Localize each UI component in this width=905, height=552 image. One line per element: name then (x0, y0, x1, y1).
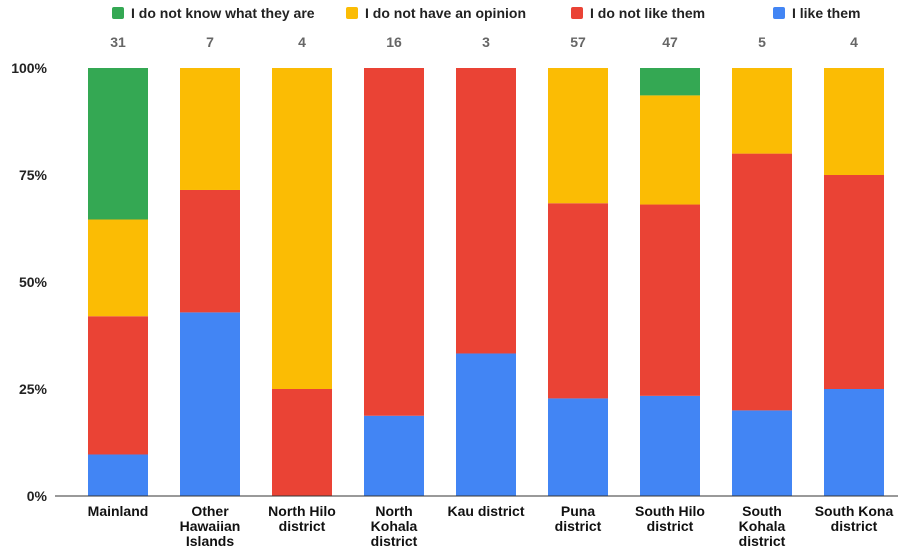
bars (88, 68, 884, 496)
legend-label: I do not know what they are (131, 5, 315, 21)
legend-label: I like them (792, 5, 860, 21)
x-tick-label: district (279, 518, 326, 534)
x-tick-label: Puna (561, 503, 595, 519)
x-tick-label: South Hilo (635, 503, 705, 519)
legend-swatch (346, 7, 358, 19)
x-tick-label: South (742, 503, 782, 519)
legend-label: I do not like them (590, 5, 705, 21)
bar-segment (456, 68, 516, 354)
y-tick-label: 25% (19, 381, 48, 397)
bar-segment (180, 189, 240, 313)
x-tick-label: Islands (186, 533, 234, 549)
x-tick-label: Other (191, 503, 229, 519)
bar-segment (364, 415, 424, 496)
bar-segment (88, 219, 148, 317)
count-label: 5 (758, 34, 766, 50)
bar-segment (548, 68, 608, 204)
x-tick-label: Kohala (739, 518, 786, 534)
bar-segment (88, 68, 148, 220)
bar-segment (548, 398, 608, 496)
count-label: 4 (850, 34, 858, 50)
bar-segment (824, 175, 884, 389)
y-tick-label: 50% (19, 274, 48, 290)
x-tick-label: Hawaiian (180, 518, 241, 534)
x-tick-label: Kau district (447, 503, 524, 519)
count-label: 4 (298, 34, 306, 50)
bar-segment (824, 68, 884, 175)
bar-segment (640, 204, 700, 396)
count-label: 31 (110, 34, 126, 50)
y-axis: 0% 25% 50% 75% 100% (11, 60, 47, 504)
count-label: 57 (570, 34, 586, 50)
bar-segment (732, 153, 792, 411)
x-tick-label: Mainland (88, 503, 149, 519)
bar-segment (272, 389, 332, 496)
bar-segment (640, 95, 700, 205)
bar-segment (640, 395, 700, 496)
bar-segment (548, 203, 608, 399)
bar-segment (732, 410, 792, 496)
x-tick-label: district (647, 518, 694, 534)
x-tick-label: South Kona (815, 503, 894, 519)
legend-swatch (571, 7, 583, 19)
bar-segment (640, 68, 700, 96)
count-label: 7 (206, 34, 214, 50)
legend-swatch (112, 7, 124, 19)
bar-segment (824, 389, 884, 496)
bar-segment (732, 68, 792, 154)
x-tick-label: district (739, 533, 786, 549)
bar-segment (180, 68, 240, 190)
bar-segment (88, 316, 148, 455)
x-tick-label: North (375, 503, 412, 519)
y-tick-label: 75% (19, 167, 48, 183)
x-tick-label: district (555, 518, 602, 534)
bar-segment (88, 454, 148, 496)
legend: I do not know what they are I do not have… (112, 5, 860, 21)
count-label: 3 (482, 34, 490, 50)
bar-segment (180, 312, 240, 496)
bar-count-labels: 31 7 4 16 3 57 47 5 4 (110, 34, 858, 50)
bar-segment (272, 68, 332, 389)
count-label: 47 (662, 34, 678, 50)
y-tick-label: 0% (27, 488, 48, 504)
legend-label: I do not have an opinion (365, 5, 526, 21)
x-tick-label: district (371, 533, 418, 549)
count-label: 16 (386, 34, 402, 50)
x-tick-label: district (831, 518, 878, 534)
x-tick-label: North Hilo (268, 503, 336, 519)
legend-swatch (773, 7, 785, 19)
y-tick-label: 100% (11, 60, 47, 76)
bar-segment (456, 353, 516, 496)
x-tick-label: Kohala (371, 518, 418, 534)
bar-segment (364, 68, 424, 416)
